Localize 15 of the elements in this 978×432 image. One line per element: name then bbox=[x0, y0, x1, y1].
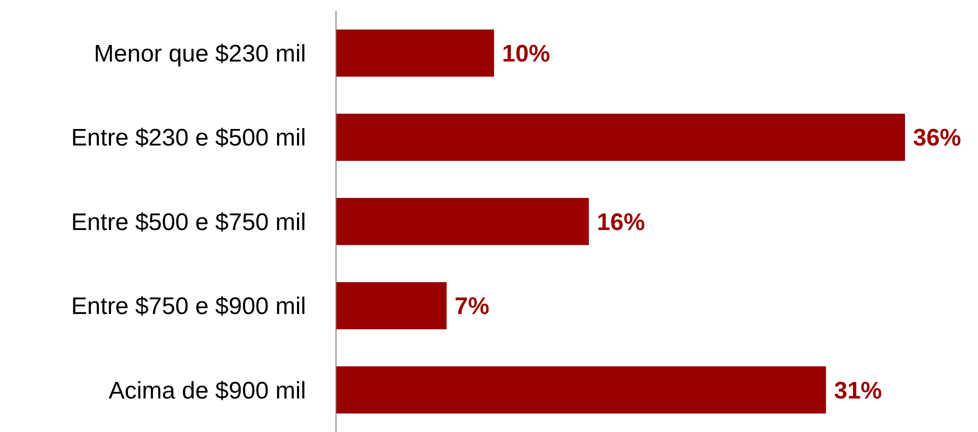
bar bbox=[336, 114, 905, 161]
y-tick-label: Menor que $230 mil bbox=[94, 40, 306, 68]
data-label: 36% bbox=[913, 124, 962, 152]
bar bbox=[336, 198, 589, 246]
bar bbox=[336, 30, 494, 77]
data-label: 10% bbox=[502, 40, 550, 68]
data-label: 31% bbox=[834, 377, 882, 404]
y-tick-label: Entre $750 e $900 mil bbox=[71, 293, 306, 320]
y-tick-label: Entre $500 e $750 mil bbox=[71, 208, 306, 236]
y-tick-label: Acima de $900 mil bbox=[108, 377, 306, 404]
data-label: 16% bbox=[596, 208, 645, 236]
data-label: 7% bbox=[454, 293, 490, 320]
bar bbox=[336, 282, 447, 330]
y-tick-label: Entre $230 e $500 mil bbox=[71, 124, 306, 152]
bar bbox=[336, 366, 826, 414]
